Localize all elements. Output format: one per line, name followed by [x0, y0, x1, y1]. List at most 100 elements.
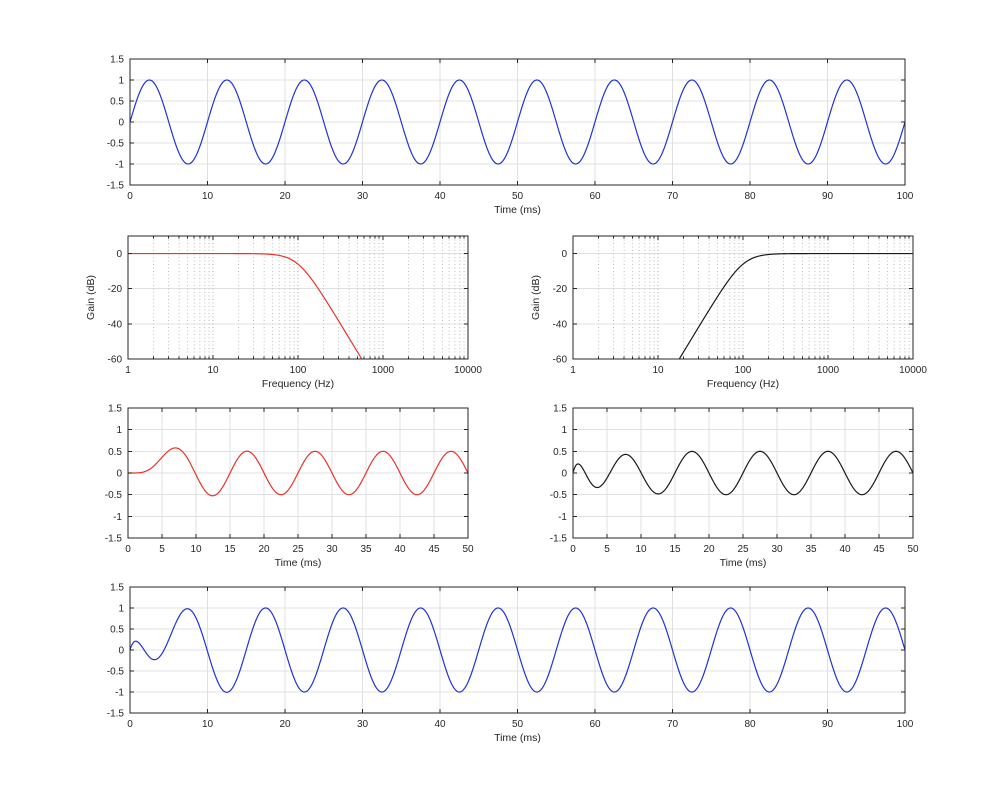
x-axis-label: Time (ms)	[720, 557, 767, 569]
x-tick-label: 5	[604, 544, 610, 555]
x-tick-label: 20	[279, 719, 291, 730]
x-axis-label: Time (ms)	[275, 557, 322, 569]
x-tick-label: 10	[652, 365, 664, 376]
y-axis-label: Gain (dB)	[85, 275, 97, 320]
x-tick-label: 100	[290, 365, 307, 376]
x-tick-label: 0	[127, 719, 133, 730]
y-tick-label: 0.5	[108, 447, 122, 458]
highpass-bode-plot: 1 10 100 1000 10000 -60 -40 -20 0 Frequency (Hz) G…	[530, 235, 927, 390]
y-tick-label: -1.5	[105, 534, 123, 545]
signal-curve	[130, 79, 905, 165]
x-tick-label: 100	[897, 191, 914, 202]
y-tick-label: -0.5	[107, 139, 125, 150]
x-tick-label: 100	[735, 365, 752, 376]
y-tick-label: -20	[553, 284, 568, 295]
signal-curve	[573, 450, 913, 496]
x-tick-label: 30	[771, 544, 783, 555]
y-tick-label: -60	[553, 355, 568, 366]
x-tick-label: 5	[159, 544, 165, 555]
signal-curve	[128, 447, 468, 497]
x-tick-label: 20	[279, 191, 291, 202]
x-tick-label: 60	[589, 719, 601, 730]
y-tick-label: 1.5	[108, 404, 122, 415]
x-tick-label: 35	[360, 544, 372, 555]
x-tick-label: 15	[224, 544, 236, 555]
x-tick-label: 25	[737, 544, 749, 555]
y-tick-label: 1.5	[110, 55, 124, 66]
x-tick-label: 45	[428, 544, 440, 555]
x-tick-label: 10000	[454, 365, 482, 376]
y-tick-label: 0.5	[553, 447, 567, 458]
x-axis-label: Frequency (Hz)	[707, 378, 779, 390]
x-tick-label: 80	[744, 191, 756, 202]
signal-curve	[678, 252, 913, 359]
y-tick-label: 1	[116, 425, 122, 436]
y-tick-label: -0.5	[105, 490, 123, 501]
x-tick-label: 0	[127, 191, 133, 202]
highpass-output-plot: 0 5 10 15 20 25 30 35 40 45 50 -1.5 -1 -0.5 0 0.5 1 1.5 Ti…	[550, 404, 919, 570]
x-tick-label: 25	[292, 544, 304, 555]
input-signal-plot: 0 10 20 30 40 50 60 70 80 90 100 -1.5 -1 -0.5 0 0.5 1 1.5…	[107, 55, 914, 217]
y-tick-label: -40	[553, 319, 568, 330]
y-tick-label: -1	[113, 512, 122, 523]
y-tick-label: -20	[108, 284, 123, 295]
y-tick-label: -1	[115, 688, 124, 699]
y-axis-label: Gain (dB)	[530, 275, 542, 320]
x-tick-label: 50	[512, 191, 524, 202]
y-tick-label: 0	[561, 469, 567, 480]
x-tick-label: 30	[357, 191, 369, 202]
y-tick-label: 1	[118, 604, 124, 615]
x-tick-label: 20	[258, 544, 270, 555]
x-tick-label: 80	[744, 719, 756, 730]
y-tick-label: -0.5	[550, 490, 568, 501]
x-axis-label: Time (ms)	[494, 732, 541, 744]
x-tick-label: 40	[434, 191, 446, 202]
x-tick-label: 90	[822, 191, 834, 202]
y-tick-label: 0.5	[110, 625, 124, 636]
x-tick-label: 30	[326, 544, 338, 555]
y-tick-label: -1.5	[107, 709, 125, 720]
y-tick-label: -60	[108, 355, 123, 366]
x-tick-label: 40	[839, 544, 851, 555]
x-tick-label: 70	[667, 719, 679, 730]
y-tick-label: 0	[116, 469, 122, 480]
x-tick-label: 10	[202, 719, 214, 730]
lowpass-bode-plot: 1 10 100 1000 10000 -60 -40 -20 0 Frequency (Hz) G…	[85, 235, 482, 390]
x-tick-label: 70	[667, 191, 679, 202]
lowpass-output-plot: 0 5 10 15 20 25 30 35 40 45 50 -1.5 -1 -0.5 0 0.5 1 1.5 Ti…	[105, 404, 474, 570]
x-tick-label: 45	[873, 544, 885, 555]
y-tick-label: 0.5	[110, 97, 124, 108]
x-tick-label: 10	[635, 544, 647, 555]
x-axis-label: Frequency (Hz)	[262, 378, 334, 390]
x-tick-label: 0	[570, 544, 576, 555]
x-tick-label: 20	[703, 544, 715, 555]
y-tick-label: -1.5	[107, 181, 125, 192]
x-tick-label: 1	[125, 365, 131, 376]
x-tick-label: 1	[570, 365, 576, 376]
x-tick-label: 30	[357, 719, 369, 730]
x-tick-label: 60	[589, 191, 601, 202]
y-tick-label: -40	[108, 319, 123, 330]
y-tick-label: -1	[558, 512, 567, 523]
x-tick-label: 1000	[372, 365, 395, 376]
y-tick-label: 1	[561, 425, 567, 436]
x-tick-label: 10	[202, 191, 214, 202]
x-tick-label: 15	[669, 544, 681, 555]
y-tick-label: 0	[116, 249, 122, 260]
x-axis-label: Time (ms)	[494, 204, 541, 216]
x-tick-label: 50	[512, 719, 524, 730]
x-tick-label: 40	[394, 544, 406, 555]
x-tick-label: 10	[207, 365, 219, 376]
y-tick-label: 1.5	[110, 583, 124, 594]
x-tick-label: 40	[434, 719, 446, 730]
y-tick-label: -0.5	[107, 667, 125, 678]
signal-curve	[130, 607, 905, 693]
signal-curve	[128, 252, 363, 359]
y-tick-label: 1.5	[553, 404, 567, 415]
x-tick-label: 90	[822, 719, 834, 730]
y-tick-label: 1	[118, 76, 124, 87]
sum-output-plot: 0 10 20 30 40 50 60 70 80 90 100 -1.5 -1 -0.5 0 0.5 1 1.5…	[107, 583, 914, 745]
x-tick-label: 50	[907, 544, 919, 555]
